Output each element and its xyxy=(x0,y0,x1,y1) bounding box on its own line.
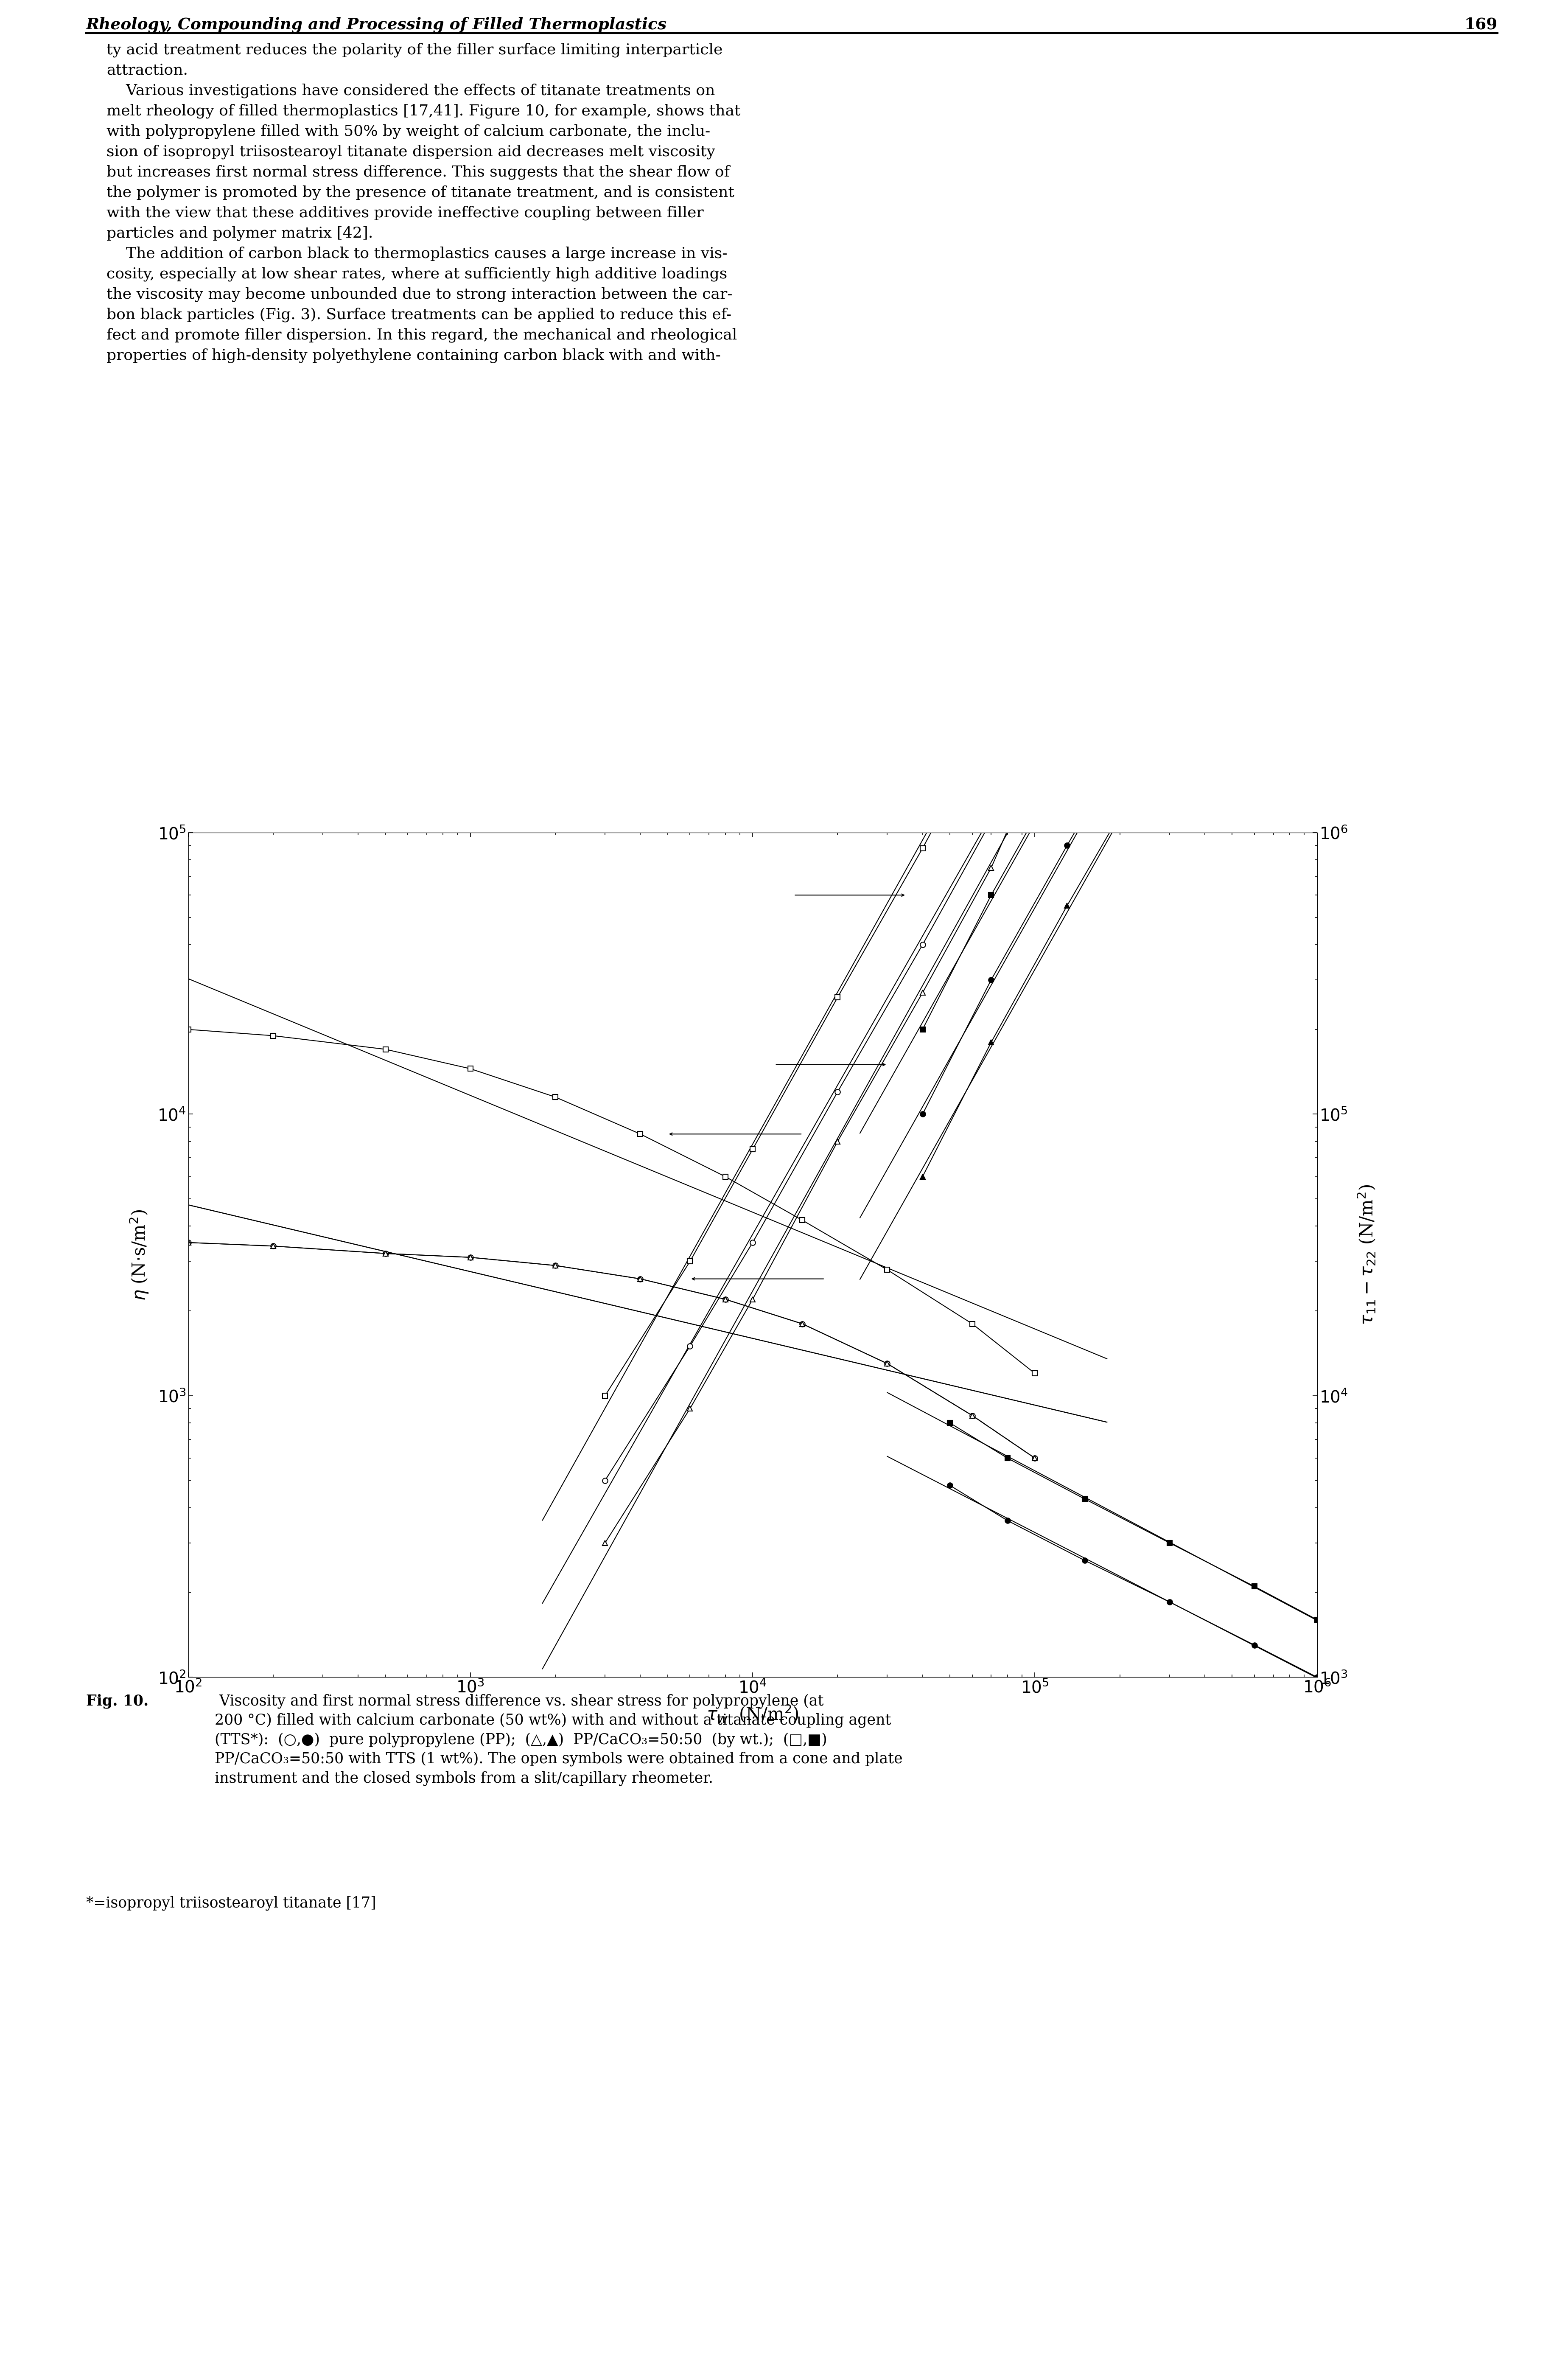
Y-axis label: $\tau_{11}-\tau_{22}$ (N/m$^2$): $\tau_{11}-\tau_{22}$ (N/m$^2$) xyxy=(1356,1185,1377,1325)
Text: Fig. 10.: Fig. 10. xyxy=(86,1694,149,1708)
Y-axis label: $\eta$ (N$\cdot$s/m$^2$): $\eta$ (N$\cdot$s/m$^2$) xyxy=(129,1209,151,1301)
X-axis label: $\tau_w$  (N/m$^2$): $\tau_w$ (N/m$^2$) xyxy=(707,1703,798,1725)
Text: *=isopropyl triisostearoyl titanate [17]: *=isopropyl triisostearoyl titanate [17] xyxy=(86,1896,376,1910)
Text: 169: 169 xyxy=(1465,17,1497,33)
Text: ty acid treatment reduces the polarity of the filler surface limiting interparti: ty acid treatment reduces the polarity o… xyxy=(107,43,740,364)
Text: Viscosity and first normal stress difference vs. shear stress for polypropylene : Viscosity and first normal stress differ… xyxy=(215,1694,903,1787)
Text: Rheology, Compounding and Processing of Filled Thermoplastics: Rheology, Compounding and Processing of … xyxy=(86,17,666,33)
